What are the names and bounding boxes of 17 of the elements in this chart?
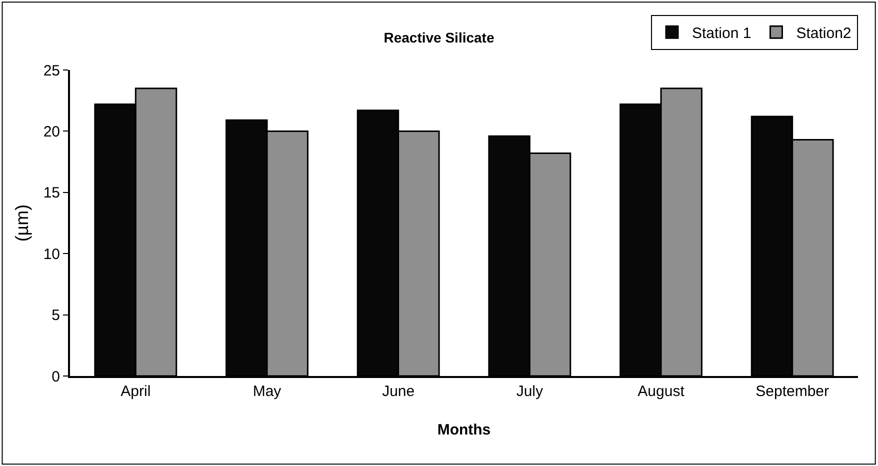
- y-tick-label: 25: [43, 62, 60, 80]
- y-tick-label: 20: [43, 123, 60, 140]
- y-axis-title: (µm): [12, 204, 32, 242]
- legend-label: Station 1: [692, 25, 752, 42]
- y-tick-label: 10: [43, 246, 60, 263]
- x-tick-label: July: [516, 383, 544, 400]
- x-tick-label: September: [756, 383, 830, 400]
- x-tick-label: May: [252, 383, 282, 400]
- x-axis-title: Months: [437, 422, 491, 438]
- chart-title: Reactive Silicate: [384, 29, 494, 46]
- x-tick-label: June: [382, 383, 415, 400]
- y-tick-label: 0: [52, 368, 60, 386]
- y-tick-label: 5: [52, 307, 60, 324]
- x-tick-label: August: [638, 383, 686, 400]
- x-tick-label: April: [120, 383, 151, 400]
- legend-label: Station2: [796, 25, 852, 42]
- y-tick-label: 15: [43, 184, 60, 202]
